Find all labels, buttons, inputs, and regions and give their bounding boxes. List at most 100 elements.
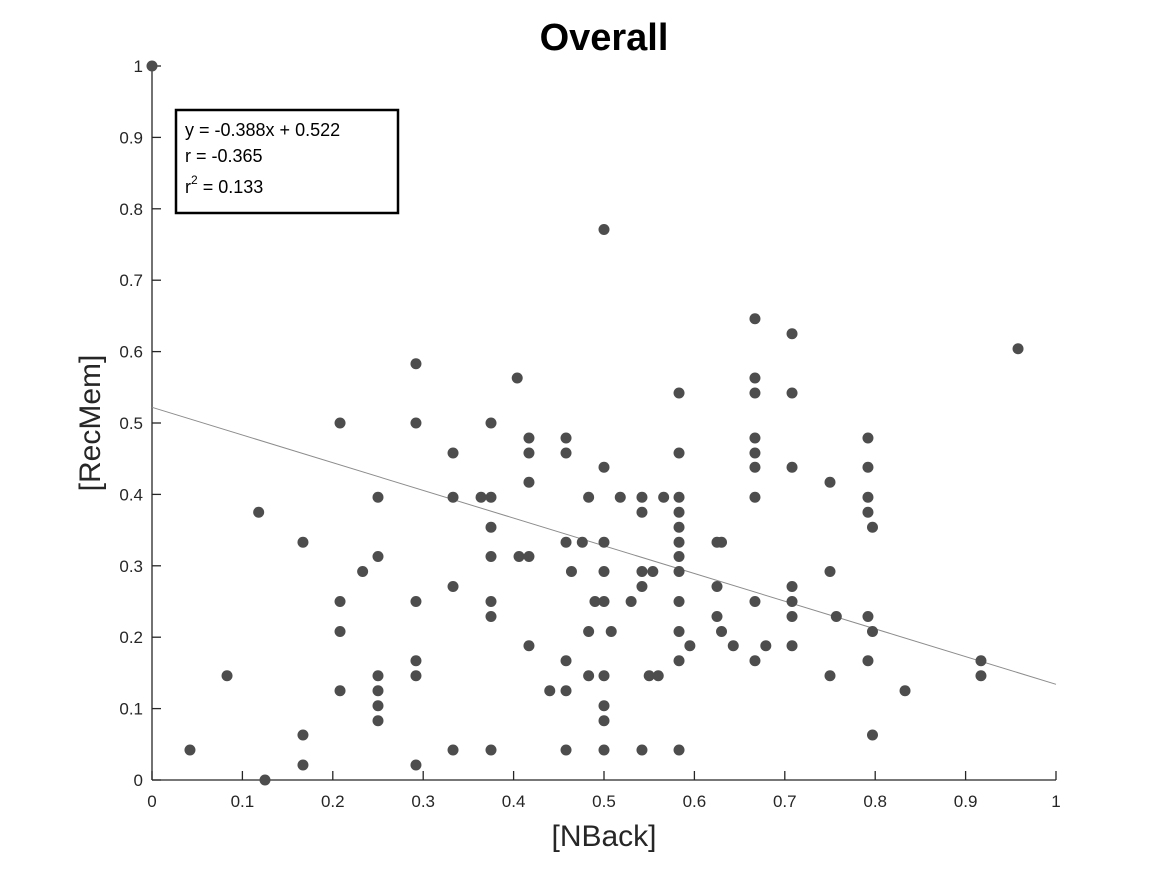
y-tick-label: 0.1 (119, 700, 143, 719)
y-tick-label: 0.7 (119, 271, 143, 290)
data-point (560, 744, 572, 756)
data-point (673, 744, 685, 756)
data-point (716, 625, 728, 637)
data-point (673, 625, 685, 637)
x-tick-label: 0.2 (321, 792, 345, 811)
data-point (447, 744, 459, 756)
y-tick-label: 0.2 (119, 628, 143, 647)
data-point (749, 655, 761, 667)
data-point (786, 610, 798, 622)
data-point (485, 491, 497, 503)
data-point (598, 461, 610, 473)
data-point (475, 491, 487, 503)
data-point (716, 536, 728, 548)
data-point (749, 387, 761, 399)
data-point (786, 640, 798, 652)
data-point (357, 566, 369, 578)
data-point (372, 551, 384, 563)
data-point (523, 640, 535, 652)
data-point (583, 625, 595, 637)
data-point (334, 625, 346, 637)
stats-equation: y = -0.388x + 0.522 (185, 120, 340, 140)
data-point (410, 358, 422, 370)
data-point (749, 596, 761, 607)
data-point (372, 685, 384, 697)
y-axis-title: [RecMem] (74, 355, 107, 492)
data-point (786, 387, 798, 399)
data-point (485, 417, 497, 429)
data-point (673, 387, 685, 399)
x-tick-label: 0 (147, 792, 156, 811)
data-point (576, 536, 588, 548)
data-point (711, 581, 723, 593)
data-point (372, 491, 384, 503)
data-point (824, 670, 836, 682)
data-point (862, 491, 874, 503)
data-point (589, 596, 601, 607)
data-point (334, 596, 346, 607)
data-point (447, 447, 459, 459)
data-point (643, 670, 655, 682)
data-point (760, 640, 772, 652)
data-point (372, 700, 384, 712)
x-tick-label: 0.1 (231, 792, 255, 811)
stats-r-squared-exponent: 2 (191, 173, 198, 187)
data-point (485, 610, 497, 622)
data-point (636, 581, 648, 593)
data-point (146, 60, 158, 72)
data-point (749, 461, 761, 473)
x-tick-label: 0.7 (773, 792, 797, 811)
y-tick-label: 0.5 (119, 414, 143, 433)
data-point (485, 551, 497, 563)
data-point (786, 328, 798, 340)
data-point (297, 536, 309, 548)
data-point (673, 491, 685, 503)
data-point (410, 596, 422, 607)
data-point (862, 655, 874, 667)
y-tick-label: 1 (134, 57, 143, 76)
data-point (447, 491, 459, 503)
data-point (673, 536, 685, 548)
data-point (749, 313, 761, 325)
data-point (544, 685, 556, 697)
x-tick-label: 1 (1051, 792, 1060, 811)
data-point (598, 715, 610, 727)
data-point (824, 476, 836, 488)
stats-r-value: r = -0.365 (185, 146, 263, 166)
data-point (598, 700, 610, 712)
data-point (560, 447, 572, 459)
data-point (410, 655, 422, 667)
data-point (673, 596, 685, 607)
data-point (652, 670, 664, 682)
stats-r-squared-symbol: r (185, 177, 191, 197)
data-point (184, 744, 196, 756)
data-point (899, 685, 911, 697)
stats-box-border (174, 108, 400, 215)
data-point (975, 655, 987, 667)
data-point (560, 655, 572, 667)
data-point (824, 566, 836, 578)
y-tick-label: 0.9 (119, 128, 143, 147)
data-point (749, 432, 761, 444)
data-point (565, 566, 577, 578)
data-point (334, 417, 346, 429)
data-point (673, 566, 685, 578)
data-point (684, 640, 696, 652)
x-ticks: 0 0.1 0.2 0.3 0.4 0.5 0.6 0.7 0.8 0.9 1 (147, 771, 1061, 811)
data-point (1012, 343, 1024, 355)
data-point (410, 670, 422, 682)
data-point (598, 566, 610, 578)
data-point (673, 447, 685, 459)
data-point (372, 670, 384, 682)
chart-title: Overall (540, 17, 669, 59)
data-point (862, 610, 874, 622)
data-point (598, 596, 610, 607)
x-axis-title: [NBack] (551, 820, 656, 853)
data-point (636, 491, 648, 503)
data-point (485, 521, 497, 533)
data-point (447, 581, 459, 593)
data-point (297, 729, 309, 741)
data-point (523, 432, 535, 444)
data-point (485, 596, 497, 607)
y-tick-label: 0 (134, 771, 143, 790)
